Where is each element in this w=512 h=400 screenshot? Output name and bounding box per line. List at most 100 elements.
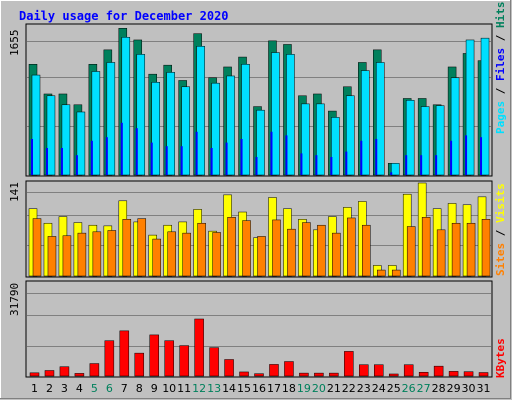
bar-sites-3 — [62, 235, 72, 277]
legend-files: Files — [494, 48, 507, 81]
bar-pages-12 — [196, 46, 205, 176]
bar-files-16 — [255, 156, 258, 175]
x-label-14: 14 — [222, 382, 236, 395]
bar-sites-11 — [182, 232, 191, 277]
bar-sites-24 — [377, 269, 386, 277]
bar-pages-9 — [151, 82, 160, 176]
bar-pages-2 — [46, 95, 56, 176]
bar-kbytes-31 — [478, 372, 489, 377]
legend-hits-files-pages: Pages / Files / Hits — [494, 2, 507, 135]
x-label-26: 26 — [402, 382, 416, 395]
bar-kbytes-17 — [269, 364, 279, 377]
bar-sites-1 — [32, 218, 42, 277]
x-label-27: 27 — [417, 382, 431, 395]
legend-hits: Hits — [494, 2, 507, 29]
bar-files-19 — [300, 153, 303, 175]
bar-files-8 — [135, 128, 138, 175]
bar-kbytes-10 — [164, 340, 174, 377]
bar-files-20 — [315, 155, 318, 175]
bar-pages-8 — [136, 54, 146, 176]
bar-kbytes-28 — [433, 365, 444, 377]
bar-files-27 — [420, 155, 423, 175]
bar-pages-24 — [376, 62, 385, 176]
bar-sites-8 — [137, 218, 147, 277]
x-label-22: 22 — [342, 382, 356, 395]
legend-kbytes: KBytes — [494, 338, 507, 378]
x-label-31: 31 — [477, 382, 491, 395]
bar-sites-15 — [242, 220, 251, 277]
bar-files-17 — [270, 131, 273, 175]
x-label-10: 10 — [162, 382, 176, 395]
bar-pages-4 — [76, 111, 86, 176]
bar-sites-14 — [227, 217, 236, 277]
bar-sites-22 — [347, 217, 356, 277]
bar-pages-31 — [480, 37, 490, 176]
x-label-8: 8 — [136, 382, 143, 395]
bar-pages-22 — [346, 95, 355, 176]
bar-files-4 — [75, 155, 78, 175]
bar-kbytes-11 — [179, 345, 189, 377]
panel-frame-hits — [25, 23, 493, 177]
bar-files-22 — [345, 151, 348, 175]
bar-sites-12 — [197, 222, 206, 277]
bar-pages-21 — [331, 117, 340, 176]
bar-pages-15 — [241, 64, 250, 176]
x-label-19: 19 — [297, 382, 311, 395]
bar-sites-26 — [406, 226, 416, 277]
bar-pages-20 — [316, 103, 325, 176]
legend-text-mid: Sites / Visits — [494, 183, 507, 276]
bar-pages-14 — [226, 75, 235, 176]
bar-kbytes-18 — [284, 361, 294, 377]
bar-kbytes-2 — [44, 370, 55, 377]
legend-visits: Visits — [494, 183, 507, 223]
x-label-23: 23 — [357, 382, 371, 395]
x-label-16: 16 — [252, 382, 266, 395]
bar-kbytes-4 — [74, 373, 85, 377]
bar-sites-7 — [122, 219, 132, 277]
bar-sites-4 — [77, 232, 87, 277]
bar-kbytes-29 — [448, 371, 459, 377]
x-label-21: 21 — [327, 382, 341, 395]
x-label-17: 17 — [267, 382, 281, 395]
bar-files-26 — [405, 155, 408, 175]
bar-files-1 — [31, 138, 33, 175]
bar-pages-30 — [465, 39, 475, 176]
bar-pages-16 — [256, 109, 265, 176]
bar-sites-2 — [47, 236, 57, 277]
bar-sites-13 — [212, 232, 221, 277]
bar-pages-28 — [435, 105, 445, 176]
legend-sep-2: / — [494, 34, 507, 41]
bar-kbytes-9 — [149, 334, 159, 377]
bar-pages-19 — [301, 103, 310, 176]
panel-frame-visits — [25, 180, 493, 278]
bar-files-5 — [90, 140, 93, 175]
bar-kbytes-24 — [374, 364, 384, 377]
x-label-13: 13 — [207, 382, 221, 395]
max-label-hits: 1655 — [8, 30, 21, 57]
bar-sites-16 — [257, 236, 266, 277]
bar-pages-6 — [106, 62, 116, 176]
bar-sites-6 — [107, 230, 117, 277]
x-label-15: 15 — [237, 382, 251, 395]
bar-sites-27 — [421, 217, 431, 277]
bar-kbytes-15 — [239, 371, 249, 377]
bar-sites-23 — [362, 224, 371, 277]
bar-files-12 — [195, 131, 198, 175]
bar-pages-23 — [361, 70, 370, 176]
x-label-1: 1 — [31, 382, 38, 395]
bar-kbytes-30 — [463, 371, 474, 377]
bar-sites-19 — [302, 222, 311, 277]
x-label-3: 3 — [61, 382, 68, 395]
max-label-kbytes: 31790 — [8, 283, 21, 316]
x-label-24: 24 — [372, 382, 386, 395]
bar-kbytes-14 — [224, 359, 234, 377]
x-axis-labels: 1 2 3 4 5 6 7 8 9 10 11 12 13 14 15 16 17 18 19 20 21 22 23 24 2… — [31, 382, 491, 395]
chart-title: Daily usage for December 2020 — [19, 9, 229, 23]
legend-sep-3: / — [494, 229, 507, 236]
bar-files-18 — [285, 135, 288, 175]
bar-sites-17 — [272, 219, 281, 277]
legend-kbytes-group: KBytes — [494, 338, 507, 378]
x-label-25: 25 — [387, 382, 401, 395]
bar-pages-7 — [121, 37, 131, 176]
